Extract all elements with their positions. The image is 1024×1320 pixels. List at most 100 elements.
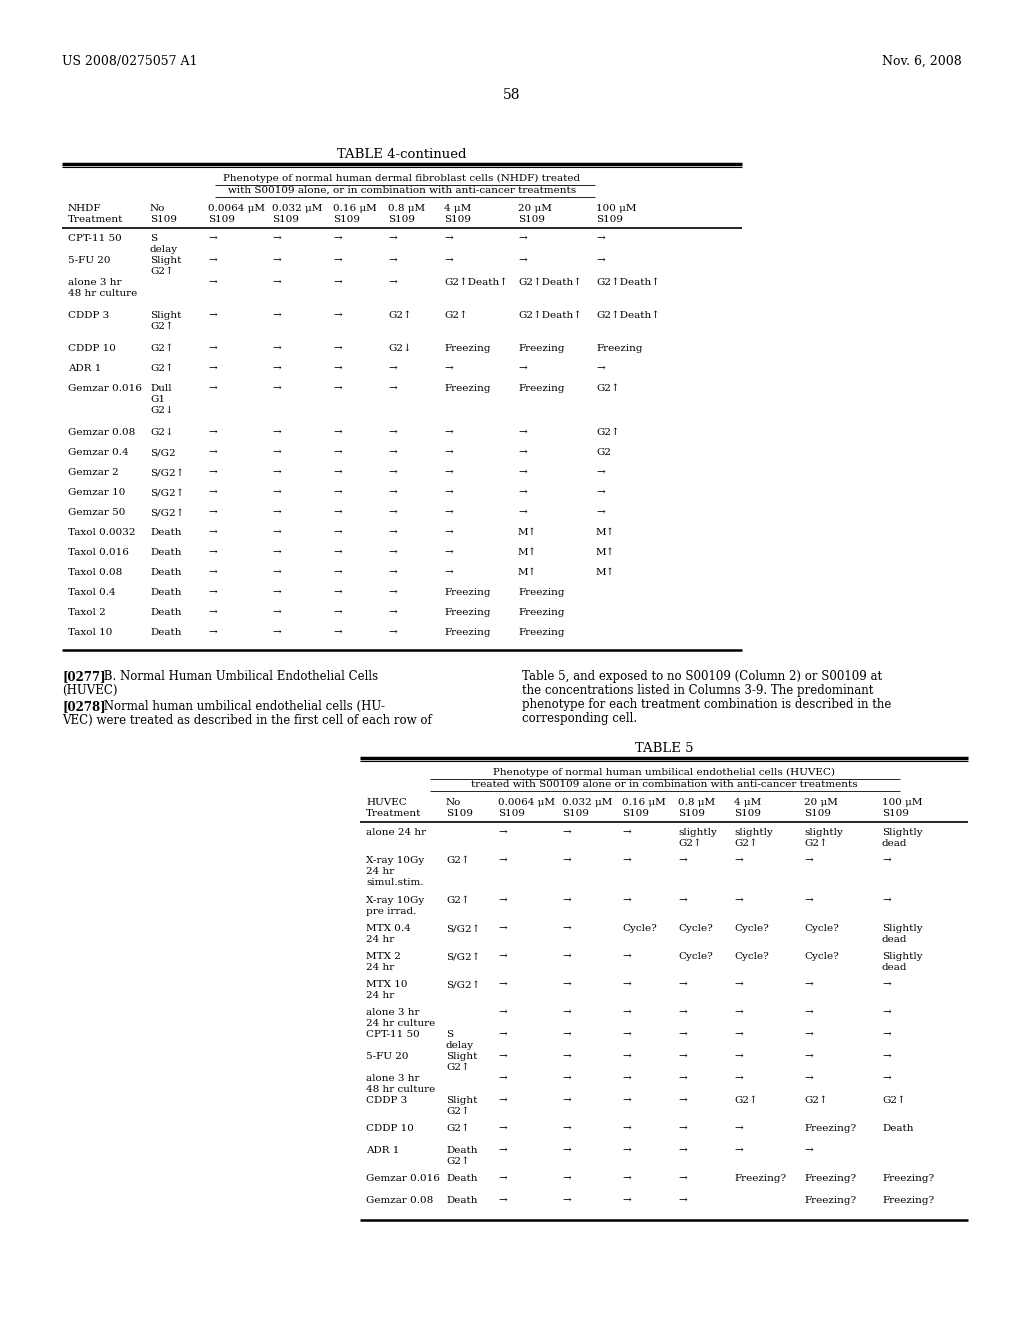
Text: Freezing: Freezing [444, 384, 490, 393]
Text: →: → [498, 1052, 507, 1061]
Text: →: → [622, 828, 631, 837]
Text: →: → [498, 828, 507, 837]
Text: Freezing: Freezing [444, 587, 490, 597]
Text: G2↑: G2↑ [150, 322, 174, 331]
Text: Cycle?: Cycle? [804, 952, 839, 961]
Text: →: → [333, 447, 342, 457]
Text: Death: Death [150, 587, 181, 597]
Text: Cycle?: Cycle? [622, 924, 656, 933]
Text: [0278]: [0278] [62, 700, 105, 713]
Text: S109: S109 [444, 215, 471, 224]
Text: →: → [208, 548, 217, 557]
Text: →: → [333, 428, 342, 437]
Text: →: → [208, 312, 217, 319]
Text: →: → [622, 1052, 631, 1061]
Text: →: → [882, 896, 891, 906]
Text: Freezing: Freezing [518, 628, 564, 638]
Text: Normal human umbilical endothelial cells (HU-: Normal human umbilical endothelial cells… [100, 700, 385, 713]
Text: US 2008/0275057 A1: US 2008/0275057 A1 [62, 55, 198, 69]
Text: →: → [734, 1008, 742, 1016]
Text: NHDF: NHDF [68, 205, 101, 213]
Text: S109: S109 [333, 215, 360, 224]
Text: →: → [678, 896, 687, 906]
Text: →: → [208, 528, 217, 537]
Text: →: → [444, 428, 453, 437]
Text: →: → [272, 279, 281, 286]
Text: Taxol 0.0032: Taxol 0.0032 [68, 528, 135, 537]
Text: →: → [734, 979, 742, 989]
Text: 24 hr: 24 hr [366, 935, 394, 944]
Text: 24 hr: 24 hr [366, 964, 394, 972]
Text: →: → [208, 469, 217, 477]
Text: →: → [388, 528, 396, 537]
Text: →: → [388, 609, 396, 616]
Text: →: → [518, 447, 526, 457]
Text: →: → [498, 979, 507, 989]
Text: Freezing?: Freezing? [882, 1196, 934, 1205]
Text: →: → [562, 1030, 570, 1039]
Text: 4 μM: 4 μM [734, 799, 761, 807]
Text: →: → [734, 855, 742, 865]
Text: delay: delay [446, 1041, 474, 1049]
Text: delay: delay [150, 246, 178, 253]
Text: →: → [272, 364, 281, 374]
Text: →: → [596, 469, 605, 477]
Text: →: → [562, 979, 570, 989]
Text: →: → [622, 1074, 631, 1082]
Text: Cycle?: Cycle? [678, 924, 713, 933]
Text: dead: dead [882, 935, 907, 944]
Text: 24 hr: 24 hr [366, 991, 394, 1001]
Text: Taxol 0.016: Taxol 0.016 [68, 548, 129, 557]
Text: G2↑: G2↑ [446, 1125, 470, 1133]
Text: No: No [150, 205, 165, 213]
Text: CPT-11 50: CPT-11 50 [366, 1030, 420, 1039]
Text: TABLE 4-continued: TABLE 4-continued [337, 148, 467, 161]
Text: G2↑: G2↑ [804, 1096, 827, 1105]
Text: →: → [498, 1125, 507, 1133]
Text: →: → [272, 345, 281, 352]
Text: Freezing?: Freezing? [734, 1173, 786, 1183]
Text: with S00109 alone, or in combination with anti-cancer treatments: with S00109 alone, or in combination wit… [228, 186, 577, 195]
Text: G2↑: G2↑ [444, 312, 468, 319]
Text: G2↑: G2↑ [150, 345, 174, 352]
Text: →: → [882, 1052, 891, 1061]
Text: phenotype for each treatment combination is described in the: phenotype for each treatment combination… [522, 698, 891, 711]
Text: →: → [208, 384, 217, 393]
Text: →: → [388, 469, 396, 477]
Text: alone 3 hr: alone 3 hr [366, 1074, 420, 1082]
Text: →: → [562, 1125, 570, 1133]
Text: →: → [444, 447, 453, 457]
Text: →: → [882, 1074, 891, 1082]
Text: →: → [272, 568, 281, 577]
Text: →: → [622, 1008, 631, 1016]
Text: →: → [518, 428, 526, 437]
Text: →: → [562, 828, 570, 837]
Text: Freezing?: Freezing? [882, 1173, 934, 1183]
Text: Freezing?: Freezing? [804, 1125, 856, 1133]
Text: alone 3 hr: alone 3 hr [366, 1008, 420, 1016]
Text: G2↑: G2↑ [678, 840, 701, 847]
Text: Phenotype of normal human dermal fibroblast cells (NHDF) treated: Phenotype of normal human dermal fibrobl… [223, 174, 581, 183]
Text: →: → [518, 234, 526, 243]
Text: S: S [150, 234, 157, 243]
Text: →: → [804, 1146, 813, 1155]
Text: G2↑: G2↑ [734, 840, 758, 847]
Text: →: → [596, 234, 605, 243]
Text: →: → [804, 1052, 813, 1061]
Text: Gemzar 50: Gemzar 50 [68, 508, 125, 517]
Text: →: → [562, 1074, 570, 1082]
Text: Freezing: Freezing [518, 609, 564, 616]
Text: G2↑: G2↑ [388, 312, 412, 319]
Text: →: → [444, 488, 453, 498]
Text: →: → [882, 1008, 891, 1016]
Text: →: → [333, 488, 342, 498]
Text: Death: Death [446, 1173, 477, 1183]
Text: X-ray 10Gy: X-ray 10Gy [366, 896, 424, 906]
Text: →: → [333, 469, 342, 477]
Text: B. Normal Human Umbilical Endothelial Cells: B. Normal Human Umbilical Endothelial Ce… [100, 671, 378, 682]
Text: VEC) were treated as described in the first cell of each row of: VEC) were treated as described in the fi… [62, 714, 432, 727]
Text: S109: S109 [498, 809, 525, 818]
Text: MTX 0.4: MTX 0.4 [366, 924, 411, 933]
Text: →: → [388, 587, 396, 597]
Text: →: → [444, 568, 453, 577]
